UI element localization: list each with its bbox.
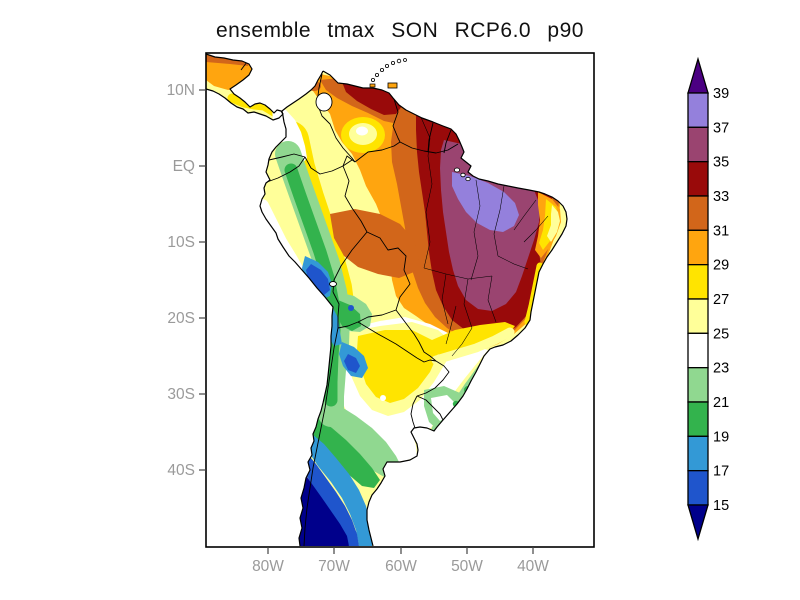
lon-label-60w: 60W bbox=[385, 558, 417, 575]
colorbar-segment-35-37 bbox=[687, 126, 709, 163]
contour-19-21-patagonia bbox=[304, 416, 380, 488]
trinidad-island bbox=[387, 82, 398, 89]
colorbar-label-35: 35 bbox=[713, 155, 729, 171]
figure-title: ensemble tmax SON RCP6.0 p90 bbox=[216, 19, 584, 42]
colorbar-label-33: 33 bbox=[713, 189, 729, 205]
contour-25-27-ne-tip bbox=[547, 205, 560, 242]
lat-label-30s: 30S bbox=[167, 386, 195, 403]
lon-label-70w: 70W bbox=[318, 558, 350, 575]
colorbar-segment-33-35 bbox=[687, 161, 709, 197]
colorbar-segment-25-27 bbox=[687, 298, 709, 334]
contour-23-25-venezuela-spot bbox=[356, 126, 368, 136]
caribbean-islands bbox=[369, 58, 407, 89]
colorbar-segment-27-29 bbox=[687, 264, 709, 300]
colorbar-label-27: 27 bbox=[713, 292, 729, 308]
colorbar-label-39: 39 bbox=[713, 86, 729, 102]
contour-27-29-se-diagonal-band bbox=[432, 322, 515, 356]
colorbar-label-29: 29 bbox=[713, 258, 729, 274]
contour-31-33-amazonas-band bbox=[330, 209, 419, 278]
colorbar-label-15: 15 bbox=[713, 498, 729, 514]
lat-label-eq: EQ bbox=[173, 158, 195, 175]
lon-label-80w: 80W bbox=[252, 558, 284, 575]
amazon-mouth-islets bbox=[453, 167, 471, 182]
lon-label-50w: 50W bbox=[451, 558, 483, 575]
lake-maracaibo bbox=[315, 92, 333, 112]
contour-15-17-patagonia bbox=[294, 446, 359, 546]
lon-label-40w: 40W bbox=[517, 558, 549, 575]
colorbar-segment-29-31 bbox=[687, 229, 709, 266]
longitude-axis: 80W 70W 60W 50W 40W bbox=[252, 547, 549, 575]
contour-37-39-amazon-mouth-core bbox=[452, 172, 519, 232]
colorbar-label-37: 37 bbox=[713, 120, 729, 136]
lat-label-20s: 20S bbox=[167, 310, 195, 327]
colorbar-segment-31-33 bbox=[687, 195, 709, 231]
contour-15-17-altiplano-core bbox=[306, 264, 330, 295]
lat-label-10n: 10N bbox=[167, 82, 195, 99]
colorbar-segment-15-17 bbox=[687, 470, 709, 506]
colorbar-label-25: 25 bbox=[713, 326, 729, 342]
central-america-coastline bbox=[205, 53, 284, 121]
lat-label-40s: 40S bbox=[167, 462, 195, 479]
colorbar-arrow-over bbox=[687, 56, 709, 94]
colorbar-segment-37-39 bbox=[687, 92, 709, 128]
contour-15-17-nchile-core bbox=[344, 354, 360, 373]
colorbar-segment-21-23 bbox=[687, 367, 709, 403]
contour-23-25-mar-chiquita-spot bbox=[380, 395, 386, 401]
lat-label-10s: 10S bbox=[167, 234, 195, 251]
contour-15-17-andes-spot bbox=[348, 305, 354, 311]
colorbar-label-17: 17 bbox=[713, 464, 729, 480]
latitude-axis: 10N EQ 10S 20S 30S 40S bbox=[167, 82, 206, 479]
colorbar-segment-23-25 bbox=[687, 332, 709, 369]
colorbar-label-19: 19 bbox=[713, 429, 729, 445]
colorbar: 39 37 35 33 31 29 27 25 23 21 19 17 15 bbox=[687, 56, 729, 542]
country-borders bbox=[240, 61, 459, 546]
margarita-island bbox=[369, 83, 376, 88]
colorbar-tick-labels: 39 37 35 33 31 29 27 25 23 21 19 17 15 bbox=[713, 86, 729, 514]
map-frame bbox=[205, 52, 595, 548]
colorbar-arrow-under bbox=[687, 504, 709, 542]
contour-25-27-se-band bbox=[431, 327, 515, 365]
contour-27-29-chaco-core bbox=[357, 330, 438, 403]
south-america-coastline bbox=[259, 70, 568, 547]
colorbar-label-23: 23 bbox=[713, 361, 729, 377]
colorbar-label-21: 21 bbox=[713, 395, 729, 411]
state-borders bbox=[419, 114, 549, 357]
colorbar-segment-17-19 bbox=[687, 435, 709, 472]
contour-fill-layers bbox=[206, 54, 567, 546]
lake-titicaca bbox=[329, 281, 337, 287]
colorbar-segment-19-21 bbox=[687, 401, 709, 437]
colorbar-label-31: 31 bbox=[713, 223, 729, 239]
